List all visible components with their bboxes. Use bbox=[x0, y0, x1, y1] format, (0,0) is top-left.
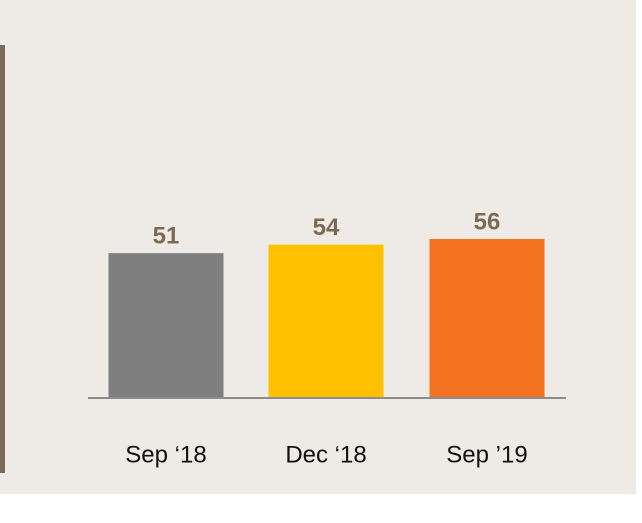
value-label: 56 bbox=[474, 208, 501, 235]
bar bbox=[429, 238, 545, 398]
x-tick-label: Sep ‘18 bbox=[125, 441, 206, 468]
side-accent bbox=[0, 45, 5, 473]
bar bbox=[108, 253, 224, 398]
x-tick-label: Dec ‘18 bbox=[285, 441, 366, 468]
value-label: 54 bbox=[313, 214, 340, 241]
value-label: 51 bbox=[153, 223, 180, 250]
x-tick-label: Sep ’19 bbox=[446, 441, 527, 468]
bar bbox=[268, 244, 384, 398]
